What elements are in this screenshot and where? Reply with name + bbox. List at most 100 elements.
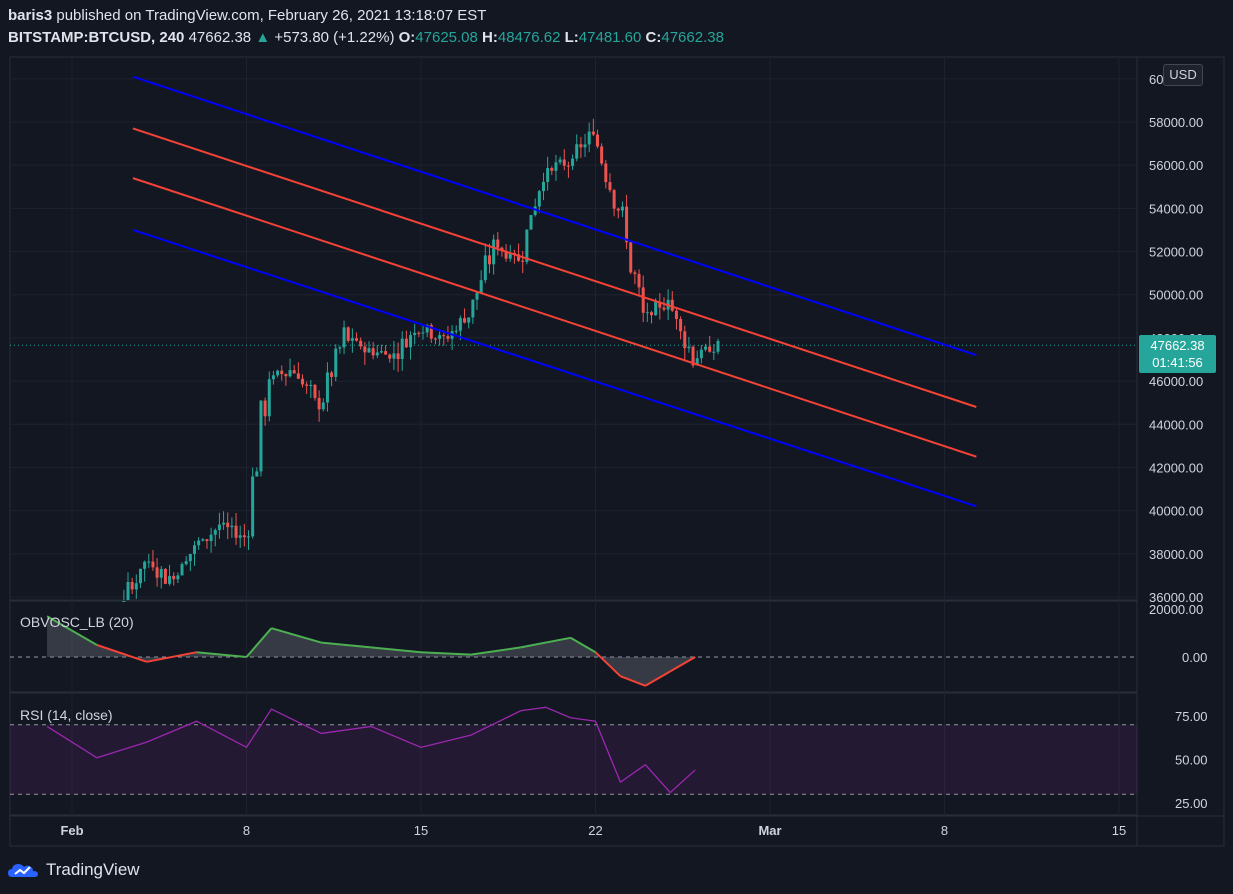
candle-down bbox=[359, 337, 363, 350]
candle-up bbox=[247, 530, 250, 550]
candle-body bbox=[338, 347, 342, 349]
tradingview-logo[interactable]: TradingView bbox=[8, 860, 140, 880]
candle-up bbox=[541, 172, 545, 201]
obv-segment bbox=[420, 651, 471, 656]
obv-segment bbox=[644, 670, 671, 687]
candle-down bbox=[487, 243, 491, 274]
candle-body bbox=[396, 353, 400, 360]
candle-body bbox=[234, 525, 238, 538]
candle-up bbox=[222, 511, 226, 530]
candle-body bbox=[209, 534, 213, 542]
candle-up bbox=[276, 369, 280, 378]
candle-down bbox=[313, 383, 317, 401]
candle-body bbox=[134, 583, 138, 590]
price-tick-label: 54000.00 bbox=[1149, 201, 1203, 216]
candle-body bbox=[658, 301, 662, 308]
high-label: H: bbox=[482, 29, 498, 46]
candle-body bbox=[508, 252, 512, 259]
candle-body bbox=[267, 379, 271, 417]
candle-body bbox=[309, 384, 313, 386]
candle-body bbox=[292, 370, 296, 374]
candle-body bbox=[583, 144, 587, 148]
candle-body bbox=[143, 561, 147, 569]
candle-body bbox=[313, 384, 317, 398]
candle-up bbox=[699, 345, 703, 364]
candle-down bbox=[442, 330, 446, 346]
candle-body bbox=[708, 346, 712, 352]
candle-up bbox=[546, 156, 550, 191]
close-value: 47662.38 bbox=[661, 29, 724, 46]
candle-down bbox=[616, 207, 620, 219]
candle-body bbox=[375, 352, 379, 356]
low-value: 47481.60 bbox=[578, 29, 642, 46]
candle-body bbox=[159, 569, 163, 578]
candle-up bbox=[192, 540, 196, 566]
rsi-line bbox=[46, 706, 696, 794]
channel-line-upper-blue bbox=[132, 75, 977, 357]
candle-up bbox=[217, 512, 221, 539]
publisher-name[interactable]: baris3 bbox=[8, 7, 53, 24]
candle-down bbox=[155, 558, 159, 587]
rsi-title: RSI (14, close) bbox=[20, 707, 113, 723]
obv-segment bbox=[196, 651, 247, 658]
candle-body bbox=[271, 375, 275, 380]
candle-body bbox=[650, 312, 654, 316]
candle-up bbox=[288, 358, 292, 378]
candle-body bbox=[467, 317, 471, 323]
price-tick-label: 44000.00 bbox=[1149, 417, 1203, 432]
candle-down bbox=[226, 512, 230, 540]
candle-down bbox=[591, 118, 595, 137]
candle-down bbox=[280, 365, 284, 381]
candle-up bbox=[421, 326, 425, 340]
candle-up bbox=[122, 589, 126, 603]
candle-body bbox=[247, 536, 250, 538]
candle-down bbox=[396, 342, 400, 372]
candle-down bbox=[629, 241, 633, 275]
candle-body bbox=[629, 242, 633, 273]
candle-body bbox=[500, 247, 504, 251]
candle-down bbox=[517, 243, 521, 262]
symbol-label[interactable]: BITSTAMP:BTCUSD, 240 bbox=[8, 29, 185, 46]
candle-body bbox=[633, 272, 637, 274]
obv-area bbox=[47, 616, 696, 686]
tradingview-cloud-icon bbox=[8, 864, 38, 877]
obv-segment bbox=[520, 636, 571, 649]
candle-down bbox=[234, 513, 238, 545]
candle-down bbox=[263, 397, 267, 426]
candle-body bbox=[417, 332, 421, 334]
candle-body bbox=[454, 330, 458, 332]
candle-down bbox=[463, 308, 467, 324]
candle-down bbox=[550, 166, 554, 176]
candle-down bbox=[504, 244, 508, 262]
candle-up bbox=[483, 243, 487, 284]
low-label: L: bbox=[564, 29, 579, 46]
candle-down bbox=[637, 269, 641, 296]
candle-body bbox=[550, 168, 554, 171]
candle-down bbox=[521, 251, 525, 274]
candle-up bbox=[147, 553, 151, 568]
candle-up bbox=[620, 201, 624, 218]
candle-up bbox=[712, 344, 716, 361]
candle-body bbox=[126, 582, 130, 600]
candle-up bbox=[176, 572, 180, 584]
channel-line-lower-blue bbox=[132, 229, 977, 508]
candle-up bbox=[180, 562, 184, 576]
candle-body bbox=[242, 535, 246, 538]
candle-down bbox=[641, 275, 645, 323]
candle-body bbox=[180, 564, 184, 576]
candle-body bbox=[122, 601, 126, 603]
candle-body bbox=[367, 348, 371, 353]
candle-up bbox=[271, 370, 275, 385]
candle-down bbox=[317, 390, 321, 422]
high-value: 48476.62 bbox=[497, 29, 561, 46]
candle-body bbox=[612, 190, 616, 209]
candle-body bbox=[317, 397, 321, 410]
rsi-tick-label: 50.00 bbox=[1175, 753, 1208, 768]
currency-badge[interactable]: USD bbox=[1163, 64, 1203, 86]
candle-body bbox=[695, 358, 699, 366]
candle-body bbox=[483, 255, 487, 281]
time-tick-label: 15 bbox=[414, 823, 428, 838]
candle-body bbox=[301, 378, 305, 385]
candle-body bbox=[222, 522, 226, 525]
